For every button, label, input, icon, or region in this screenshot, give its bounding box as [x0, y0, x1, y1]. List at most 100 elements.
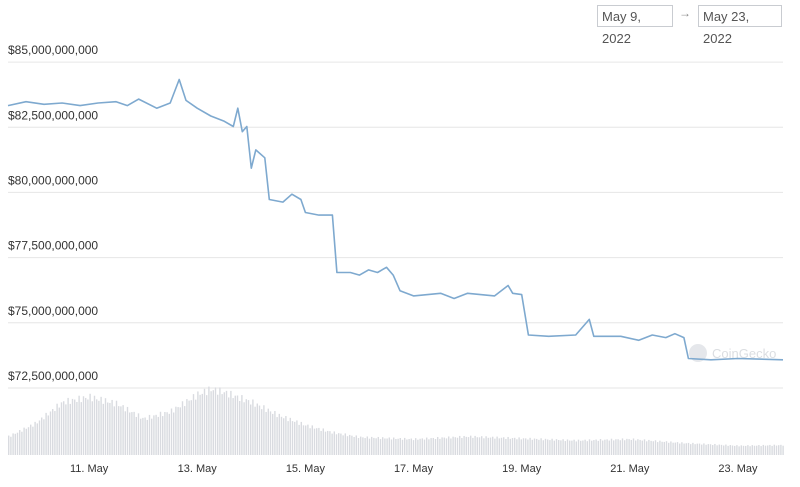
- volume-bar: [716, 445, 718, 455]
- volume-bar: [203, 388, 206, 455]
- volume-bar: [705, 444, 707, 455]
- volume-bar: [498, 438, 500, 455]
- volume-bar: [694, 444, 696, 455]
- volume-bar: [67, 397, 69, 455]
- volume-bar: [714, 443, 716, 455]
- volume-bar: [340, 433, 342, 455]
- volume-bar: [41, 417, 43, 455]
- volume-bar: [709, 444, 712, 455]
- volume-bar: [599, 438, 602, 455]
- volume-bar: [474, 435, 476, 455]
- volume-bar: [30, 424, 32, 455]
- volume-bar: [362, 437, 364, 455]
- volume-bar: [309, 428, 311, 455]
- volume-bar: [256, 403, 258, 455]
- volume-bar: [236, 395, 239, 455]
- volume-bar: [96, 399, 98, 455]
- volume-bar: [432, 437, 434, 455]
- volume-bar: [775, 445, 778, 455]
- volume-bar: [331, 433, 333, 455]
- volume-bar: [650, 440, 652, 455]
- volume-bar: [305, 425, 307, 455]
- volume-bar: [338, 433, 340, 455]
- volume-bar: [437, 436, 439, 455]
- volume-bar: [558, 440, 560, 455]
- volume-bar: [635, 440, 637, 455]
- volume-bar: [113, 406, 115, 455]
- volume-bar: [397, 438, 399, 455]
- volume-bar: [60, 402, 63, 455]
- volume-bar: [503, 437, 505, 455]
- volume-bar: [111, 399, 113, 455]
- volume-bar: [492, 436, 494, 455]
- volume-bar: [254, 406, 256, 455]
- volume-bar: [144, 417, 146, 455]
- volume-bar: [751, 445, 753, 455]
- volume-bar: [742, 445, 745, 455]
- volume-bar: [423, 439, 426, 455]
- volume-bar: [388, 437, 390, 455]
- volume-bar: [518, 437, 520, 455]
- volume-bar: [683, 443, 685, 455]
- volume-bar: [184, 406, 186, 455]
- volume-bar: [538, 439, 540, 455]
- volume-bar: [133, 411, 135, 455]
- volume-bar: [375, 438, 377, 455]
- volume-bar: [753, 445, 756, 455]
- volume-bar: [219, 387, 221, 455]
- volume-bar: [736, 445, 738, 455]
- volume-bar: [665, 441, 668, 455]
- volume-bar: [725, 444, 727, 455]
- coingecko-logo-icon: [689, 344, 707, 362]
- volume-bar: [14, 433, 16, 455]
- volume-bar: [489, 437, 492, 455]
- volume-bar: [58, 407, 60, 455]
- volume-bar: [107, 402, 109, 455]
- volume-bar: [177, 407, 179, 455]
- volume-bar: [641, 440, 643, 455]
- volume-bar: [481, 436, 483, 455]
- date-range-end[interactable]: May 23, 2022: [698, 5, 782, 46]
- volume-bar: [225, 390, 228, 455]
- volume-bar: [78, 395, 80, 455]
- x-tick-label: 17. May: [394, 463, 434, 475]
- volume-bar: [300, 421, 302, 455]
- volume-bar: [610, 438, 613, 455]
- volume-bar: [294, 421, 296, 455]
- volume-bar: [316, 428, 318, 455]
- volume-bar: [602, 440, 604, 455]
- date-range-start[interactable]: May 9, 2022: [597, 5, 673, 46]
- volume-bar: [8, 435, 10, 455]
- volume-bar: [564, 441, 566, 455]
- volume-bar: [276, 417, 278, 455]
- volume-bar: [302, 425, 305, 455]
- volume-bar: [696, 443, 698, 455]
- volume-bar: [146, 419, 148, 455]
- volume-bar: [313, 428, 316, 455]
- volume-bar: [241, 395, 243, 455]
- volume-bar: [197, 391, 199, 455]
- y-axis-labels: $72,500,000,000 $75,000,000,000 $77,500,00…: [8, 43, 98, 383]
- volume-bar: [155, 414, 157, 455]
- volume-bar: [555, 439, 558, 455]
- volume-bar: [382, 437, 384, 455]
- volume-bar: [230, 390, 232, 455]
- volume-bar: [608, 440, 610, 455]
- volume-bar: [74, 399, 76, 455]
- volume-bar: [291, 421, 294, 455]
- volume-bar: [221, 394, 223, 455]
- volume-bar: [214, 387, 217, 455]
- volume-bar: [399, 438, 401, 455]
- volume-bar: [175, 406, 177, 455]
- volume-bar: [307, 424, 309, 455]
- volume-bar: [232, 398, 234, 455]
- volume-bar: [118, 406, 120, 455]
- x-tick-label: 23. May: [718, 463, 758, 475]
- volume-bar: [712, 445, 714, 455]
- volume-bar: [261, 409, 263, 455]
- volume-bar: [122, 405, 124, 455]
- volume-bar: [19, 430, 21, 455]
- volume-bar: [593, 440, 595, 455]
- volume-bar: [355, 435, 357, 455]
